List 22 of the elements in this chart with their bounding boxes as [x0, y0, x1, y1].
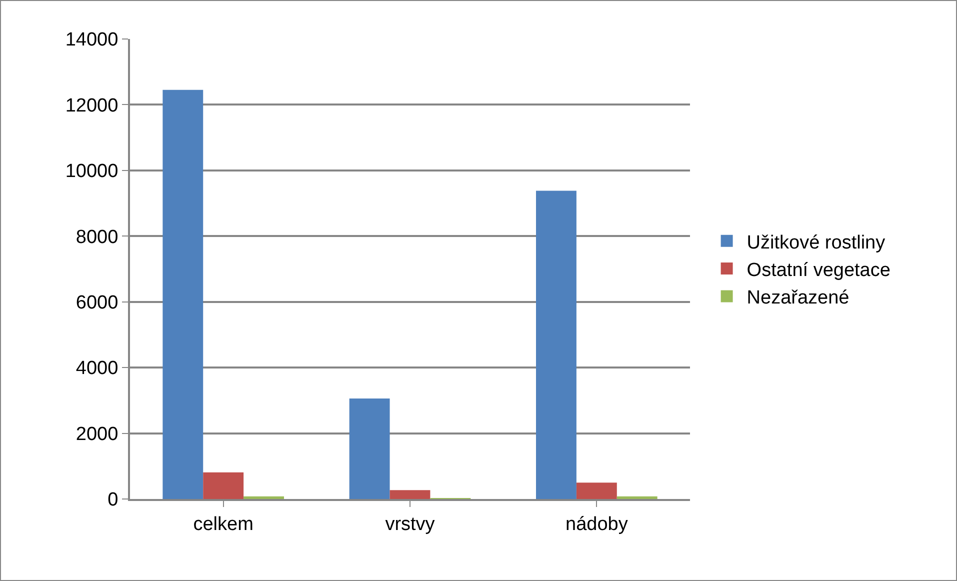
y-tick-label: 4000 [76, 358, 118, 380]
y-tick-label: 6000 [76, 292, 118, 314]
y-tick-label: 14000 [65, 30, 118, 51]
y-tick-label: 2000 [76, 424, 118, 445]
x-tick-label: vrstvy [385, 514, 436, 535]
bar [349, 398, 390, 499]
y-tick-label: 8000 [76, 226, 118, 248]
bar [616, 496, 658, 499]
legend-label: Nezařazené [746, 288, 850, 309]
x-tick-label: celkem [193, 514, 254, 535]
x-tick-label: nádoby [566, 514, 628, 535]
y-tick-label: 12000 [65, 95, 118, 116]
y-tick-label: 10000 [65, 161, 118, 182]
y-tick-label: 0 [108, 490, 118, 511]
legend-label: Ostatní vegetace [746, 260, 890, 281]
bar [390, 490, 430, 499]
bar [244, 496, 284, 499]
bar [203, 472, 244, 499]
bar [576, 482, 617, 499]
legend-label: Užitkové rostliny [746, 232, 886, 254]
bar [162, 90, 204, 499]
bar [536, 190, 576, 499]
